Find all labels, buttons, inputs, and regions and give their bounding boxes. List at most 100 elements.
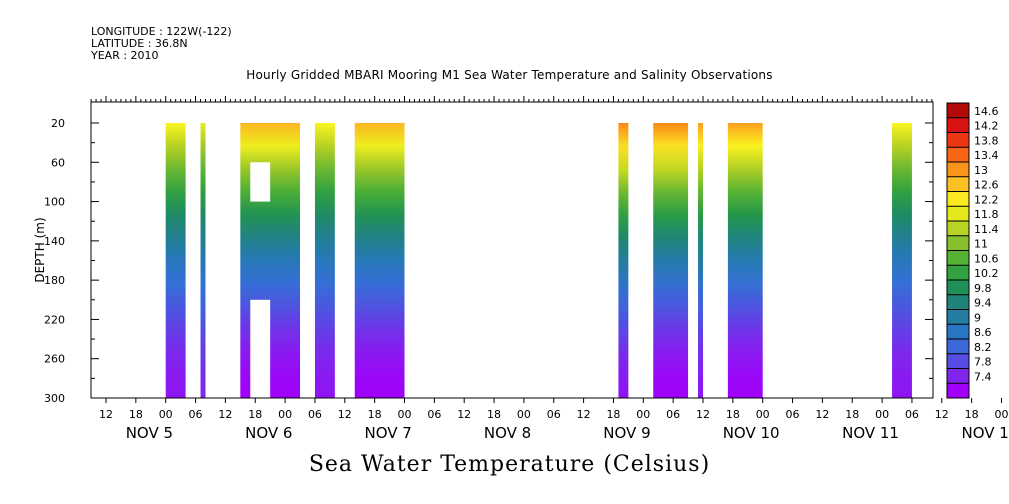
colorbar-label: 11.4 [974,223,999,236]
colorbar-label: 14.2 [974,120,999,133]
year-label: YEAR : 2010 [91,49,159,62]
colorbar-label: 13.4 [974,149,999,162]
longitude-label: LONGITUDE : 122W(-122) [91,25,232,38]
date-label: NOV 5 [126,424,173,442]
date-label: NOV 10 [723,424,780,442]
x-tick-label: 12 [935,408,949,421]
x-tick-label: 06 [427,408,441,421]
x-tick-label: 00 [875,408,889,421]
plot-frame [90,101,934,399]
colorbar-label: 9.8 [974,282,992,295]
colorbar-label: 9 [974,311,981,324]
date-label: NOV 7 [365,424,412,442]
y-tick-label: 100 [44,196,65,209]
y-tick-label: 300 [44,392,65,405]
x-tick-label: 00 [159,408,173,421]
x-tick-label: 18 [129,408,143,421]
colorbar-swatch [947,368,969,384]
colorbar-swatch [947,324,969,340]
x-tick-label: 00 [756,408,770,421]
x-tick-label: 00 [636,408,650,421]
colorbar-label: 9.4 [974,297,992,310]
x-tick-label: 00 [995,408,1009,421]
x-tick-label: 12 [696,408,710,421]
colorbar-label: 12.6 [974,179,999,192]
colorbar-swatch [947,132,969,148]
x-tick-label: 06 [308,408,322,421]
date-label: NOV 9 [603,424,650,442]
colorbar-swatch [947,280,969,296]
y-tick-label: 20 [51,117,65,130]
data-segment [314,123,335,398]
x-tick-label: 12 [338,408,352,421]
chart-title: Hourly Gridded MBARI Mooring M1 Sea Wate… [246,68,773,82]
data-segment [354,123,405,398]
x-tick-label: 00 [278,408,292,421]
colorbar-label: 11.8 [974,208,999,221]
colorbar-label: 14.6 [974,105,999,118]
colorbar-swatch [947,176,969,192]
colorbar-swatch [947,309,969,325]
x-tick-label: 06 [786,408,800,421]
y-tick-label: 180 [44,274,65,287]
data-segment [200,123,206,398]
data-gap [250,162,271,202]
x-tick-label: 18 [248,408,262,421]
colorbar-label: 11 [974,238,988,251]
x-tick-label: 12 [99,408,113,421]
x-tick-label: 06 [666,408,680,421]
colorbar-label: 8.6 [974,326,992,339]
colorbar-label: 10.2 [974,267,999,280]
y-axis-label: DEPTH (m) [33,217,47,282]
colorbar-swatch [947,221,969,237]
x-tick-label: 00 [398,408,412,421]
x-tick-label: 06 [905,408,919,421]
colorbar-label: 10.6 [974,252,999,265]
y-tick-label: 140 [44,235,65,248]
colorbar-swatch [947,191,969,207]
colorbar-label: 7.8 [974,356,992,369]
colorbar-label: 13 [974,164,988,177]
colorbar-swatch [947,147,969,163]
colorbar-swatch [947,383,969,399]
data-segment [727,123,763,398]
y-tick-label: 220 [44,313,65,326]
colorbar-swatch [947,235,969,251]
y-tick-label: 260 [44,353,65,366]
x-tick-label: 12 [457,408,471,421]
data-segment [698,123,703,398]
colorbar-label: 12.2 [974,193,999,206]
colorbar-swatch [947,103,969,119]
data-segment [165,123,186,398]
x-tick-label: 18 [487,408,501,421]
x-tick-label: 18 [845,408,859,421]
date-label: NOV 6 [245,424,292,442]
y-tick-label: 60 [51,156,65,169]
colorbar-label: 8.2 [974,341,992,354]
x-tick-label: 06 [189,408,203,421]
colorbar-swatch [947,353,969,369]
colorbar-swatch [947,250,969,266]
x-tick-label: 18 [726,408,740,421]
x-tick-label: 12 [815,408,829,421]
data-segment [653,123,689,398]
colorbar-label: 13.8 [974,134,999,147]
colorbar-label: 7.4 [974,370,992,383]
date-label: NOV 8 [484,424,531,442]
x-tick-label: 06 [547,408,561,421]
date-label: NOV 11 [842,424,899,442]
colorbar-swatch [947,162,969,178]
data-segment [892,123,912,398]
colorbar-swatch [947,206,969,222]
date-label: NOV 12 [962,424,1009,442]
data-segment [618,123,629,398]
colorbar-swatch [947,117,969,133]
x-tick-label: 12 [577,408,591,421]
x-tick-label: 18 [965,408,979,421]
x-tick-label: 18 [368,408,382,421]
colorbar-swatch [947,339,969,355]
colorbar-swatch [947,265,969,281]
data-gap [250,299,271,398]
x-tick-label: 18 [606,408,620,421]
